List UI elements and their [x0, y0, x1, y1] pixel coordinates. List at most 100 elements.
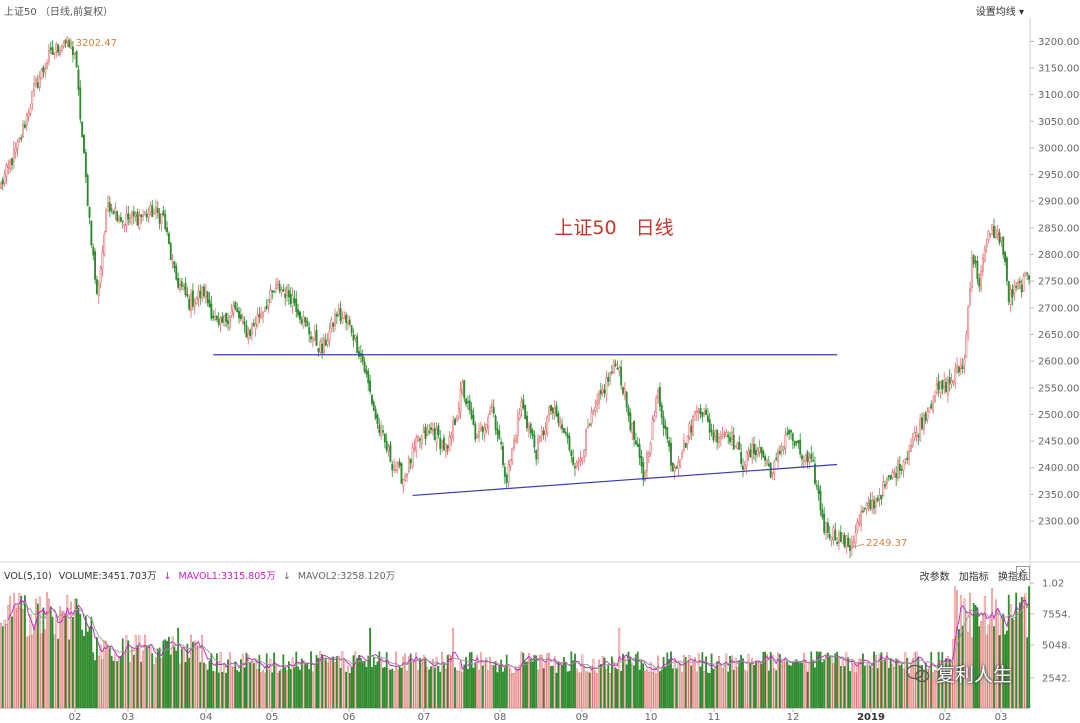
candle-up [885, 478, 888, 484]
candle-down [836, 541, 839, 544]
time-tick-label: 03 [995, 712, 1008, 723]
candle-up [450, 435, 453, 438]
volume-bar-down [378, 651, 381, 709]
candle-down [400, 463, 403, 484]
candle-down [86, 175, 89, 206]
candle-down [754, 449, 757, 456]
candle-down [188, 298, 191, 310]
candle-down [749, 449, 752, 458]
candle-down [110, 208, 113, 211]
candle-up [926, 411, 929, 420]
switch-indicator-button[interactable]: 换指标 [998, 572, 1028, 583]
candle-down [116, 211, 119, 222]
volume-bar-down [930, 651, 933, 709]
candle-down [225, 313, 228, 322]
candle-down [437, 425, 440, 435]
candle-up [804, 455, 807, 462]
volume-bar-down [391, 668, 394, 709]
candle-up [697, 411, 700, 414]
candle-down [616, 367, 619, 370]
candle-down [156, 208, 159, 214]
volume-bar-up [478, 669, 480, 709]
volume-bar-down [310, 651, 312, 709]
candle-up [586, 426, 589, 429]
candle-down [273, 291, 276, 293]
volume-bar-down [494, 661, 497, 709]
volume-bar-down [324, 657, 327, 709]
volume-bar-up [97, 655, 100, 709]
candle-up [479, 427, 482, 430]
volume-bar-up [201, 635, 204, 709]
candle-up [682, 440, 685, 451]
volume-bar-down [49, 606, 52, 709]
candle-up [330, 319, 333, 329]
candle-up [487, 416, 490, 429]
candle-up [548, 407, 551, 415]
candle-down [666, 427, 669, 439]
settings-ma-button[interactable]: 设置均线 ▾ [976, 3, 1024, 18]
volume-bar-up [46, 592, 48, 709]
candle-down [760, 446, 763, 454]
candle-down [164, 214, 167, 229]
candle-down [786, 432, 789, 435]
candle-up [29, 106, 32, 114]
volume-bar-down [978, 626, 981, 709]
close-panel-button[interactable]: × [1016, 566, 1030, 580]
volume-bar-down [762, 651, 765, 709]
volume-bar-down [140, 661, 143, 709]
volume-tools: 改参数 加指标 换指标 [914, 568, 1028, 583]
volume-bar-up [932, 672, 934, 709]
candle-down [799, 439, 802, 455]
candle-down [662, 416, 665, 429]
chevron-down-icon: ▾ [1018, 7, 1024, 18]
candle-down [79, 87, 82, 120]
candle-up [919, 419, 922, 441]
candle-down [847, 537, 850, 547]
volume-bar-down [437, 666, 440, 709]
candle-up [860, 511, 863, 525]
candles-layer [0, 36, 1031, 559]
volume-bar-down [258, 654, 261, 709]
candle-down [20, 137, 23, 140]
candle-down [625, 391, 628, 408]
volume-bar-down [271, 672, 274, 709]
volume-bar-up [179, 663, 181, 709]
volume-bar-down [308, 669, 311, 709]
volume-bar-down [121, 638, 124, 709]
volume-bar-down [627, 651, 630, 709]
candle-up [204, 291, 207, 298]
candle-down [234, 302, 237, 309]
candle-down [823, 513, 826, 533]
volume-bar-down [225, 672, 228, 709]
volume-bar-up [694, 657, 696, 709]
candle-down [1, 179, 4, 185]
candle-down [972, 255, 975, 265]
candle-up [854, 532, 857, 544]
candle-down [180, 281, 183, 287]
volume-bar-down [428, 669, 431, 709]
candle-down [57, 44, 60, 53]
volume-bar-down [86, 631, 89, 709]
volume-bar-up [9, 596, 12, 709]
volume-bar-down [659, 671, 661, 709]
volume-bar-up [766, 654, 768, 709]
volume-bar-up [59, 606, 61, 709]
add-indicator-button[interactable]: 加指标 [958, 572, 989, 583]
edit-params-button[interactable]: 改参数 [919, 572, 950, 583]
candle-up [22, 124, 25, 138]
candle-up [766, 460, 768, 465]
candle-up [967, 306, 970, 334]
candle-up [983, 248, 986, 262]
volume-bar-down [409, 653, 412, 709]
volume-bar-down [1026, 637, 1029, 709]
candle-down [574, 466, 576, 469]
volume-bar-down [199, 662, 202, 709]
volume-bar-up [596, 673, 599, 709]
candle-up [509, 459, 512, 468]
candle-down [701, 412, 704, 417]
volume-bar-up [601, 655, 604, 709]
volume-bar-up [160, 658, 163, 709]
candle-down [304, 317, 307, 323]
volume-bar-up [1013, 620, 1016, 709]
volume-bar-up [583, 665, 586, 709]
